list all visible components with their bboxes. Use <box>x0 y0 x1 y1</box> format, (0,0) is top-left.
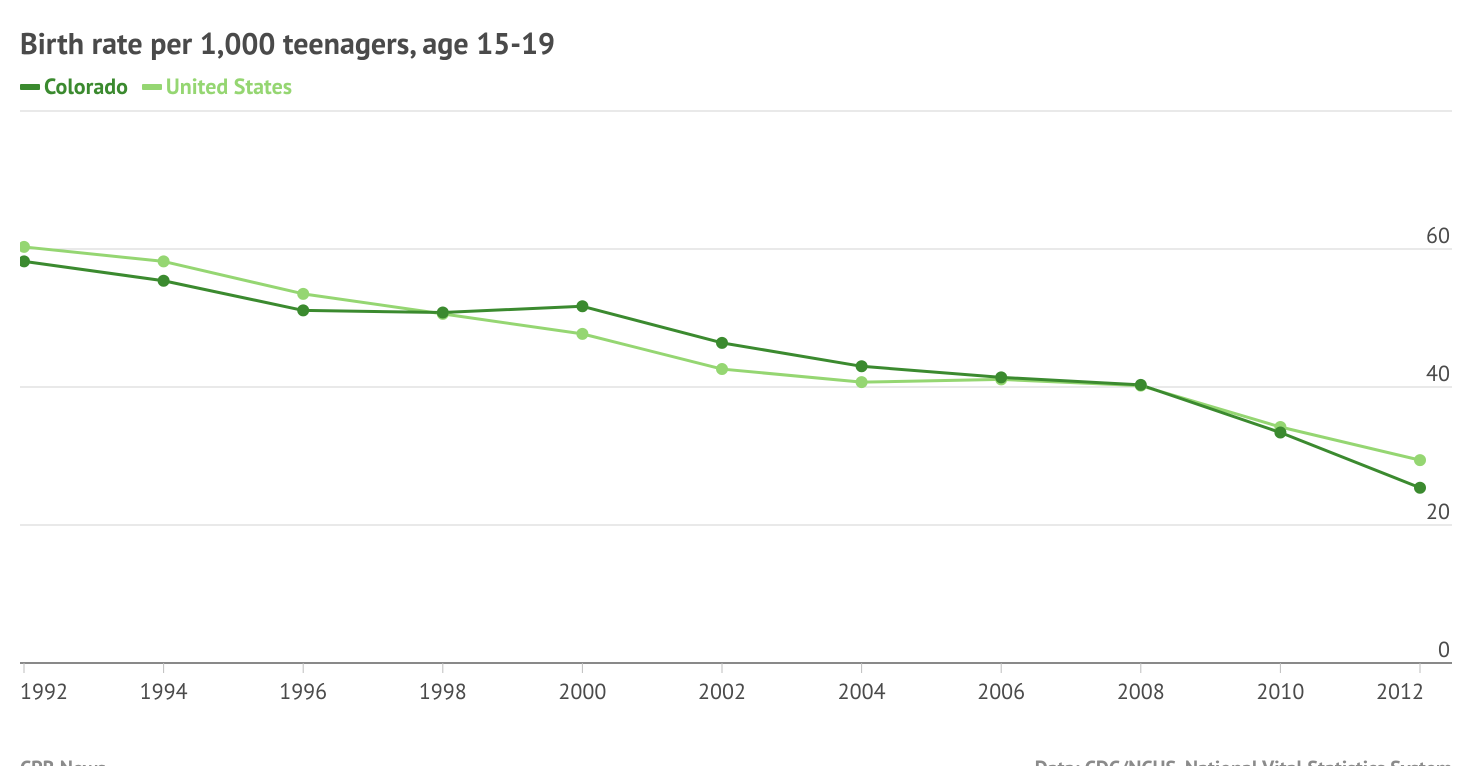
chart-area: 0 20 40 60 80 1992 1994 1996 1998 2000 2002 2004 200… <box>20 107 1452 749</box>
series-marker <box>577 328 588 339</box>
series-marker <box>1275 427 1286 438</box>
x-tick-label: 1994 <box>140 678 188 706</box>
footer-source-right: Data: CDC/NCHS, National Vital Statistic… <box>1035 755 1452 766</box>
x-tick-label: 2000 <box>558 678 606 706</box>
legend-item: Colorado <box>20 73 128 101</box>
series-marker <box>717 364 728 375</box>
footer-source-left: CPR News <box>20 755 106 766</box>
x-tick-label: 2004 <box>838 678 886 706</box>
series-line <box>24 247 1420 460</box>
series-marker <box>1415 482 1426 493</box>
y-tick-label: 60 <box>1426 222 1450 250</box>
x-tick-label: 2002 <box>698 678 746 706</box>
legend-swatch <box>142 84 162 90</box>
series-marker <box>437 307 448 318</box>
series-marker <box>577 301 588 312</box>
y-tick-label: 80 <box>1426 107 1450 112</box>
series-marker <box>1135 379 1146 390</box>
legend-item: United States <box>142 73 292 101</box>
legend-label: Colorado <box>44 73 128 101</box>
series-marker <box>158 275 169 286</box>
series-marker <box>298 305 309 316</box>
x-tick-label: 1996 <box>279 678 327 706</box>
x-tick-label: 2006 <box>977 678 1025 706</box>
x-tick-label: 2008 <box>1117 678 1165 706</box>
series-marker <box>298 288 309 299</box>
y-tick-label: 20 <box>1426 498 1450 526</box>
legend-label: United States <box>166 73 292 101</box>
x-tick-label: 2010 <box>1256 678 1304 706</box>
series-marker <box>20 241 30 252</box>
chart-title: Birth rate per 1,000 teenagers, age 15-1… <box>20 24 1452 63</box>
series-marker <box>856 361 867 372</box>
y-tick-label: 0 <box>1438 636 1450 664</box>
legend: Colorado United States <box>20 73 1452 101</box>
series-marker <box>158 256 169 267</box>
series-marker <box>20 256 30 267</box>
y-tick-label: 40 <box>1426 360 1450 388</box>
series-marker <box>717 337 728 348</box>
x-tick-label: 1998 <box>419 678 467 706</box>
series-marker <box>1415 455 1426 466</box>
line-chart: 0 20 40 60 80 1992 1994 1996 1998 2000 2002 2004 200… <box>20 107 1452 749</box>
series-marker <box>996 372 1007 383</box>
series-marker <box>856 377 867 388</box>
x-tick-label: 2012 <box>1376 678 1424 706</box>
legend-swatch <box>20 84 40 90</box>
x-tick-label: 1992 <box>20 678 68 706</box>
